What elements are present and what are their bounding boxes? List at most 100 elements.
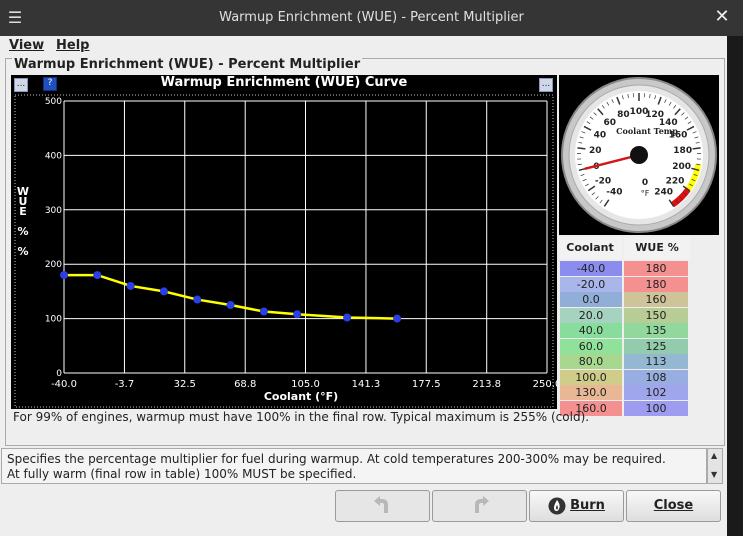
y-tick-label: 0 xyxy=(56,369,62,379)
table-cell-coolant[interactable]: 160.0 xyxy=(560,400,622,416)
scroll-down-icon[interactable]: ▼ xyxy=(711,470,718,479)
scroll-up-icon[interactable]: ▲ xyxy=(711,451,718,460)
menu-bar: View Help xyxy=(0,36,727,56)
table-cell-wue[interactable]: 102 xyxy=(624,385,688,400)
chart-help-button[interactable]: ? xyxy=(43,77,57,91)
gauge-tick xyxy=(695,141,700,144)
gauge-tick xyxy=(611,99,614,104)
x-tick-label: 250.0 xyxy=(533,379,557,390)
menu-view[interactable]: View xyxy=(9,38,45,53)
table-cell-wue[interactable]: 100 xyxy=(624,400,688,416)
title-bar: ☰ Warmup Enrichment (WUE) - Percent Mult… xyxy=(0,0,743,36)
gauge-tick xyxy=(687,121,692,125)
chart-svg: -40.0 -3.7 32.5 68.8 105.0 141.3 177.5 213.8 250… xyxy=(14,75,557,408)
gauge-scale-label: -20 xyxy=(595,176,611,186)
description-line-2: At fully warm (final row in table) 100% … xyxy=(7,467,357,481)
table-cell-wue[interactable]: 135 xyxy=(624,323,688,338)
window-edge xyxy=(727,36,743,536)
table-cell-wue[interactable]: 113 xyxy=(624,354,688,369)
gauge-tick xyxy=(616,96,621,105)
wue-data-point xyxy=(193,295,202,304)
gauge-value: 0 xyxy=(642,178,648,188)
table-cell-coolant[interactable]: 60.0 xyxy=(560,338,622,354)
wue-data-point xyxy=(60,271,68,280)
table-cell-wue[interactable]: 150 xyxy=(624,307,688,323)
wue-data-point xyxy=(226,301,235,309)
gauge-tick xyxy=(684,116,689,120)
burn-button[interactable]: Burn xyxy=(529,490,624,522)
gauge-tick xyxy=(693,174,698,177)
panel-title: Warmup Enrichment (WUE) - Percent Multip… xyxy=(12,57,363,72)
hamburger-icon[interactable]: ☰ xyxy=(7,8,23,27)
table-cell-coolant[interactable]: 100.0 xyxy=(560,369,622,385)
gauge-tick xyxy=(689,183,693,187)
wue-data-point xyxy=(159,287,168,296)
gauge-tick xyxy=(597,108,604,116)
table-cell-coolant[interactable]: 130.0 xyxy=(560,385,622,400)
table-cell-wue[interactable]: 108 xyxy=(624,369,688,385)
gauge-tick xyxy=(657,96,662,105)
y-tick-label: 500 xyxy=(45,97,62,107)
gauge-scale-label: 100 xyxy=(630,107,649,117)
table-cell-coolant[interactable]: 20.0 xyxy=(560,307,622,323)
gauge-tick xyxy=(577,163,582,166)
gauge-scale-label: 140 xyxy=(659,118,678,128)
close-button[interactable]: Close xyxy=(626,490,721,522)
chart-right-options-button[interactable]: ... xyxy=(539,78,553,92)
gauge-warning-band xyxy=(685,163,702,192)
gauge-tick xyxy=(673,104,677,109)
gauge-tick xyxy=(606,101,610,106)
gauge-tick xyxy=(591,192,596,196)
y-tick-label: 200 xyxy=(45,260,62,270)
window-title: Warmup Enrichment (WUE) - Percent Multip… xyxy=(219,10,524,25)
gauge-tick xyxy=(579,136,584,139)
undo-button[interactable] xyxy=(335,490,430,522)
gauge-tick xyxy=(691,178,696,182)
gauge-tick xyxy=(654,95,657,100)
redo-icon xyxy=(474,495,489,513)
x-tick-label: 213.8 xyxy=(472,379,501,390)
wue-data-point xyxy=(393,314,402,323)
table-cell-coolant[interactable]: 0.0 xyxy=(560,292,622,307)
wue-curve-line xyxy=(64,273,398,320)
gauge-tick xyxy=(595,196,599,200)
gauge-hub xyxy=(630,146,648,164)
gauge-tick xyxy=(627,93,629,99)
table-cell-wue[interactable]: 180 xyxy=(624,261,688,276)
gauge-unit: °F xyxy=(641,189,650,198)
table-cell-wue[interactable]: 180 xyxy=(624,276,688,292)
table-header-wue: WUE % xyxy=(624,237,690,259)
redo-button[interactable] xyxy=(432,490,527,522)
gauge-tick xyxy=(649,93,651,99)
table-cell-coolant[interactable]: 80.0 xyxy=(560,354,622,369)
menu-help[interactable]: Help xyxy=(56,38,90,53)
y-tick-label: 100 xyxy=(45,315,62,325)
table-cell-coolant[interactable]: -20.0 xyxy=(560,276,622,292)
gauge-scale-label: -40 xyxy=(606,187,622,197)
gauge-title: Coolant Temp xyxy=(616,126,678,136)
gauge-scale-label: 240 xyxy=(654,187,673,197)
settings-panel: Warmup Enrichment (WUE) - Percent Multip… xyxy=(5,57,725,446)
description-scrollbar[interactable]: ▲ ▼ xyxy=(707,448,723,484)
x-tick-label: 177.5 xyxy=(412,379,441,390)
table-cell-wue[interactable]: 160 xyxy=(624,292,688,307)
gauge-scale-label: 220 xyxy=(666,176,685,186)
table-cell-wue[interactable]: 125 xyxy=(624,338,688,354)
x-tick-label: 32.5 xyxy=(174,379,196,390)
x-tick-label: -40.0 xyxy=(51,379,77,390)
gauge-tick xyxy=(692,131,697,134)
table-cell-coolant[interactable]: 40.0 xyxy=(560,323,622,338)
gauge-tick xyxy=(582,178,587,182)
close-icon[interactable]: ✕ xyxy=(714,6,730,27)
gauge-scale-label: 80 xyxy=(617,110,630,120)
description-line-1: Specifies the percentage multiplier for … xyxy=(7,452,666,466)
chart-dotted-frame xyxy=(14,94,554,408)
y-tick-label: 400 xyxy=(45,151,62,161)
wue-chart[interactable]: -40.0 -3.7 32.5 68.8 105.0 141.3 177.5 213.8 250… xyxy=(11,75,557,409)
chart-left-options-button[interactable]: ... xyxy=(14,78,28,92)
gauge-tick xyxy=(593,112,597,116)
gauge-tick xyxy=(675,199,679,204)
table-cell-coolant[interactable]: -40.0 xyxy=(560,261,622,276)
flame-icon xyxy=(548,497,566,514)
